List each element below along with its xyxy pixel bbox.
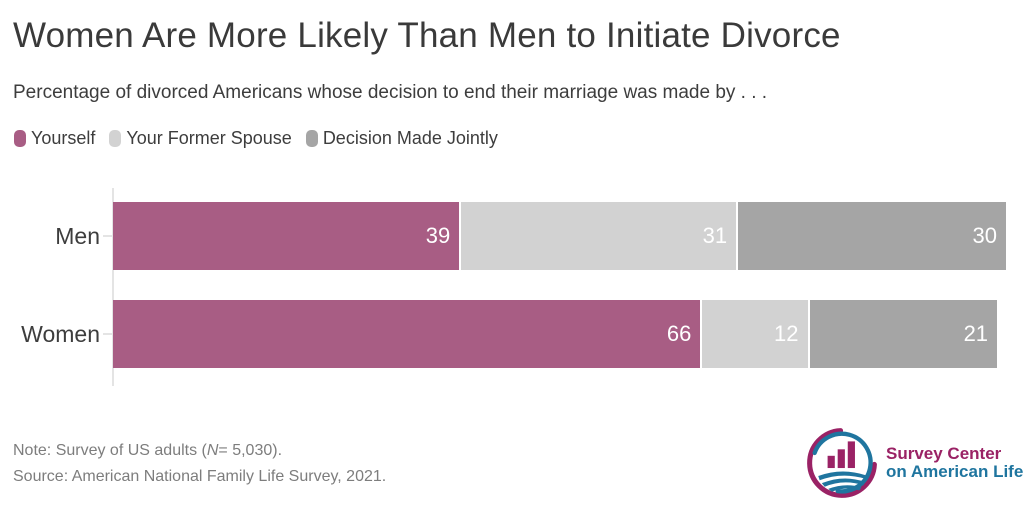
chart: Men 39 31 30 Women 66 12 21 — [0, 188, 1024, 386]
bar-segment-your-former-spouse: 12 — [702, 300, 810, 368]
logo-text-line1: Survey Center — [886, 444, 1002, 463]
bar-row-men: Men 39 31 30 — [0, 202, 1024, 270]
legend-item: Decision Made Jointly — [305, 128, 498, 149]
bar-segment-your-former-spouse: 31 — [461, 202, 739, 270]
logo: Survey Center on American Life — [806, 426, 1023, 500]
segment-value-label: 66 — [666, 321, 692, 346]
bar-segment-decision-made-jointly: 30 — [738, 202, 1006, 270]
legend-label: Yourself — [31, 128, 96, 148]
segment-value-label: 31 — [702, 223, 728, 248]
chart-subtitle: Percentage of divorced Americans whose d… — [13, 82, 768, 103]
footer-notes: Note: Survey of US adults (N= 5,030). So… — [13, 438, 386, 490]
legend-swatch — [14, 130, 26, 147]
bar-segment-yourself: 66 — [113, 300, 703, 368]
y-axis-line — [112, 188, 114, 386]
bar-segment-yourself: 39 — [113, 202, 462, 270]
legend-item: Your Former Spouse — [109, 128, 292, 149]
bar-row-women: Women 66 12 21 — [0, 300, 1024, 368]
legend-swatch — [109, 130, 122, 147]
segment-value-label: 30 — [972, 223, 997, 248]
row-label: Men — [55, 223, 100, 249]
chart-title: Women Are More Likely Than Men to Initia… — [13, 16, 841, 55]
logo-text: Survey Center on American Life — [886, 445, 1023, 481]
source-text: Source: American National Family Life Su… — [13, 468, 387, 485]
segments: 66 12 21 — [113, 300, 998, 368]
logo-circle-icon — [807, 428, 877, 498]
legend-swatch — [305, 130, 318, 147]
segment-value-label: 12 — [774, 321, 799, 346]
logo-text-line2: on American Life — [886, 462, 1024, 481]
segment-value-label: 21 — [963, 321, 989, 346]
bar-segment-decision-made-jointly: 21 — [809, 300, 998, 368]
note-text: Note: Survey of US adults (N= 5,030). — [13, 442, 283, 459]
segment-value-label: 39 — [425, 223, 451, 248]
axis-tick — [103, 235, 112, 237]
note-n-italic: N — [206, 442, 219, 459]
legend: Yourself Your Former Spouse Decision Made … — [14, 128, 498, 149]
legend-label: Decision Made Jointly — [322, 128, 498, 148]
legend-item: Yourself — [14, 128, 95, 149]
row-label: Women — [21, 321, 100, 347]
legend-label: Your Former Spouse — [126, 128, 292, 148]
axis-tick — [103, 333, 112, 335]
segments: 39 31 30 — [113, 202, 1006, 270]
